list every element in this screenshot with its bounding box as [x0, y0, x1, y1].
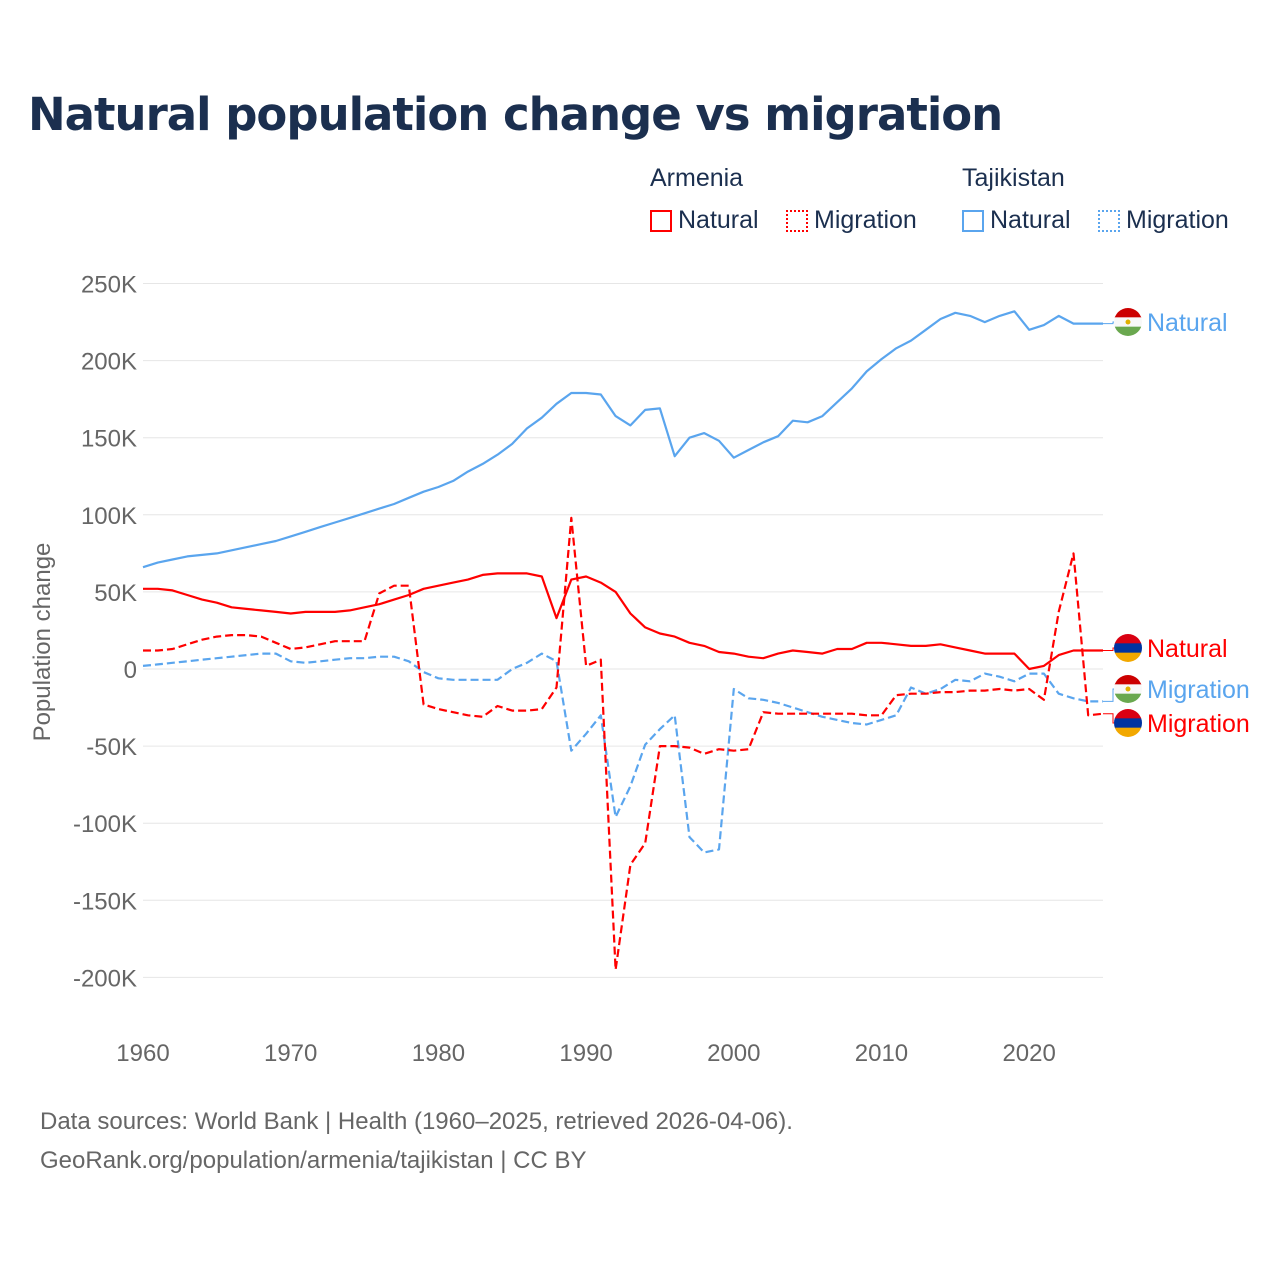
legend-swatch-dotted [786, 209, 808, 232]
y-tick-label: -50K [86, 734, 137, 761]
label-connector [1103, 688, 1114, 702]
armenia-flag-icon [1114, 634, 1142, 662]
x-tick-label: 1960 [116, 1040, 169, 1067]
y-tick-label: -100K [73, 811, 137, 838]
x-tick-label: 1990 [559, 1040, 612, 1067]
series-line-tajikistan-migration [142, 652, 1103, 854]
legend-group-armenia: Armenia [650, 164, 744, 192]
source-url[interactable]: GeoRank.org/population/armenia/tajikista… [40, 1147, 587, 1174]
label-connector [1103, 321, 1114, 325]
series-end-label: Migration [1147, 676, 1250, 704]
y-tick-label: 250K [81, 272, 137, 299]
legend-label: Migration [814, 206, 917, 234]
tajikistan-flag-icon [1114, 675, 1142, 703]
legend-armenia-migration[interactable]: Migration [786, 206, 917, 235]
y-tick-label: 0 [124, 657, 137, 684]
series-end-label: Natural [1147, 309, 1228, 337]
x-tick-label: 1980 [412, 1040, 465, 1067]
series-end-label: Migration [1147, 710, 1250, 738]
x-tick-label: 1970 [264, 1040, 317, 1067]
legend-label: Natural [990, 206, 1071, 234]
y-tick-label: -200K [73, 965, 137, 992]
label-connector [1103, 713, 1114, 724]
y-tick-label: 50K [94, 580, 137, 607]
legend-swatch-solid [962, 209, 984, 232]
x-tick-label: 2020 [1002, 1040, 1055, 1067]
legend-swatch-solid [650, 209, 672, 232]
label-connector [1103, 647, 1114, 651]
x-tick-label: 2010 [855, 1040, 908, 1067]
y-tick-label: -150K [73, 888, 137, 915]
series-line-tajikistan-natural [142, 310, 1103, 569]
tajikistan-flag-icon [1114, 308, 1142, 336]
legend-label: Natural [678, 206, 759, 234]
armenia-flag-icon [1114, 709, 1142, 737]
y-tick-label: 150K [81, 426, 137, 453]
legend-tajikistan-migration[interactable]: Migration [1098, 206, 1229, 235]
series-end-label: Natural [1147, 635, 1228, 663]
legend-group-tajikistan: Tajikistan [962, 164, 1065, 192]
y-axis-label: Population change [29, 543, 56, 742]
source-line: Data sources: World Bank | Health (1960–… [40, 1108, 793, 1135]
legend-swatch-dotted [1098, 209, 1120, 232]
x-tick-label: 2000 [707, 1040, 760, 1067]
series-line-armenia-natural [143, 572, 1103, 671]
legend-tajikistan-natural[interactable]: Natural [962, 206, 1071, 235]
series-line-armenia-migration [143, 516, 1104, 971]
y-tick-label: 200K [81, 349, 137, 376]
chart-title: Natural population change vs migration [28, 88, 1003, 141]
legend-armenia-natural[interactable]: Natural [650, 206, 759, 235]
legend-label: Migration [1126, 206, 1229, 234]
y-tick-label: 100K [81, 503, 137, 530]
